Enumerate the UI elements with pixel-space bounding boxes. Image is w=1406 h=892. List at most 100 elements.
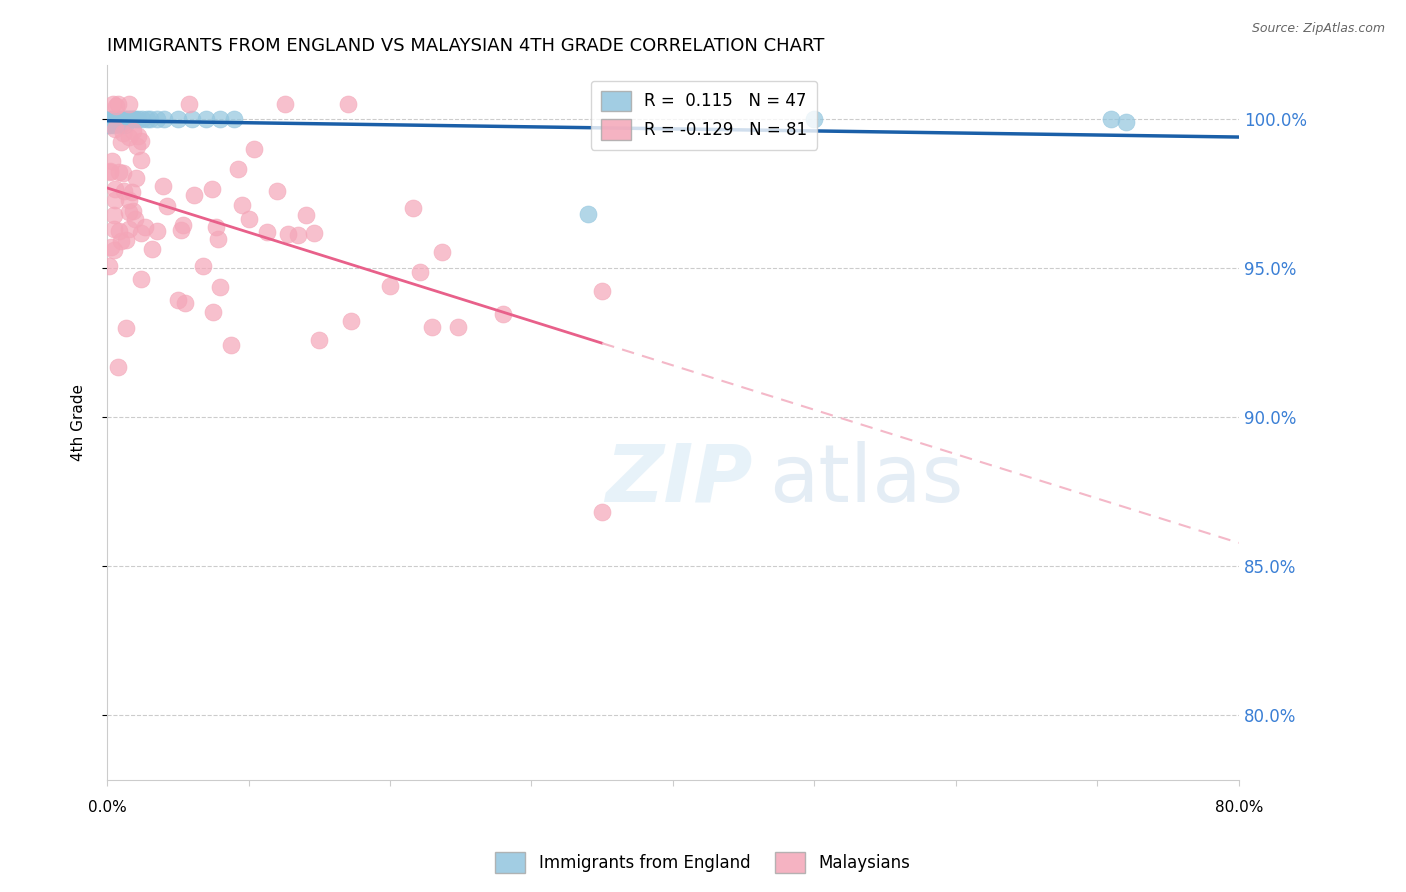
Point <box>202 304 225 318</box>
Point <box>110 112 132 126</box>
Point <box>129 134 152 148</box>
Point <box>191 259 214 273</box>
Point <box>105 112 128 126</box>
Point <box>141 242 163 256</box>
Point <box>127 128 149 143</box>
Point <box>135 112 157 126</box>
Point <box>238 211 260 226</box>
Text: 0.0%: 0.0% <box>87 800 127 815</box>
Point <box>152 112 174 126</box>
Point <box>105 115 128 129</box>
Point <box>166 112 188 126</box>
Point <box>121 185 143 199</box>
Point <box>295 209 318 223</box>
Point <box>103 208 125 222</box>
Point <box>177 97 200 112</box>
Point <box>209 280 232 294</box>
Point <box>256 225 278 239</box>
Point <box>108 112 131 126</box>
Point <box>107 115 129 129</box>
Point <box>170 223 193 237</box>
Point <box>104 115 127 129</box>
Y-axis label: 4th Grade: 4th Grade <box>72 384 86 461</box>
Point <box>110 115 132 129</box>
Point <box>104 193 127 207</box>
Point <box>146 224 169 238</box>
Point <box>110 136 132 150</box>
Point <box>117 205 139 219</box>
Point <box>125 139 148 153</box>
Point <box>114 112 136 126</box>
Point <box>181 112 204 126</box>
Point <box>100 112 122 126</box>
Point <box>103 115 125 129</box>
Point <box>103 118 125 132</box>
Point <box>124 211 146 226</box>
Point <box>108 118 131 132</box>
Point <box>100 165 122 179</box>
Point <box>430 245 453 260</box>
Point <box>308 333 330 347</box>
Point <box>145 112 167 126</box>
Point <box>138 112 160 126</box>
Point <box>118 129 141 144</box>
Point <box>118 194 141 208</box>
Point <box>108 165 131 179</box>
Point <box>129 153 152 168</box>
Point <box>98 260 121 274</box>
Text: atlas: atlas <box>769 441 963 519</box>
Point <box>112 166 135 180</box>
Point <box>111 112 134 126</box>
Point <box>131 272 153 286</box>
Point <box>446 319 468 334</box>
Point <box>266 184 288 198</box>
Point <box>108 223 131 237</box>
Point <box>117 112 139 126</box>
Point <box>118 97 141 112</box>
Point <box>129 227 152 241</box>
Point <box>112 126 135 140</box>
Point <box>121 203 143 218</box>
Point <box>408 265 430 279</box>
Point <box>152 178 174 193</box>
Text: ZIP: ZIP <box>605 441 752 519</box>
Point <box>287 228 309 243</box>
Point <box>101 153 124 168</box>
Point <box>118 112 141 126</box>
Point <box>104 182 127 196</box>
Point <box>231 198 253 212</box>
Point <box>492 307 515 321</box>
Point <box>277 227 299 241</box>
Point <box>336 97 359 112</box>
Point <box>104 99 127 113</box>
Point <box>107 360 129 375</box>
Point <box>112 115 135 129</box>
Point <box>209 112 232 126</box>
Point <box>204 219 226 234</box>
Point <box>101 112 124 126</box>
Point <box>122 124 145 138</box>
Text: IMMIGRANTS FROM ENGLAND VS MALAYSIAN 4TH GRADE CORRELATION CHART: IMMIGRANTS FROM ENGLAND VS MALAYSIAN 4TH… <box>107 37 824 55</box>
Text: Source: ZipAtlas.com: Source: ZipAtlas.com <box>1251 22 1385 36</box>
Point <box>576 207 599 221</box>
Point <box>422 319 444 334</box>
Point <box>115 233 138 247</box>
Point <box>172 218 194 232</box>
Point <box>274 97 297 112</box>
Point <box>103 112 125 126</box>
Point <box>131 112 153 126</box>
Point <box>1115 115 1137 129</box>
Point <box>174 295 197 310</box>
Point <box>134 220 156 235</box>
Point <box>803 112 825 126</box>
Point <box>104 122 127 136</box>
Point <box>201 182 224 196</box>
Point <box>100 115 122 129</box>
Point <box>402 202 425 216</box>
Point <box>195 112 218 126</box>
Point <box>112 184 135 198</box>
Point <box>118 222 141 236</box>
Legend: Immigrants from England, Malaysians: Immigrants from England, Malaysians <box>489 846 917 880</box>
Point <box>156 198 179 212</box>
Point <box>124 112 146 126</box>
